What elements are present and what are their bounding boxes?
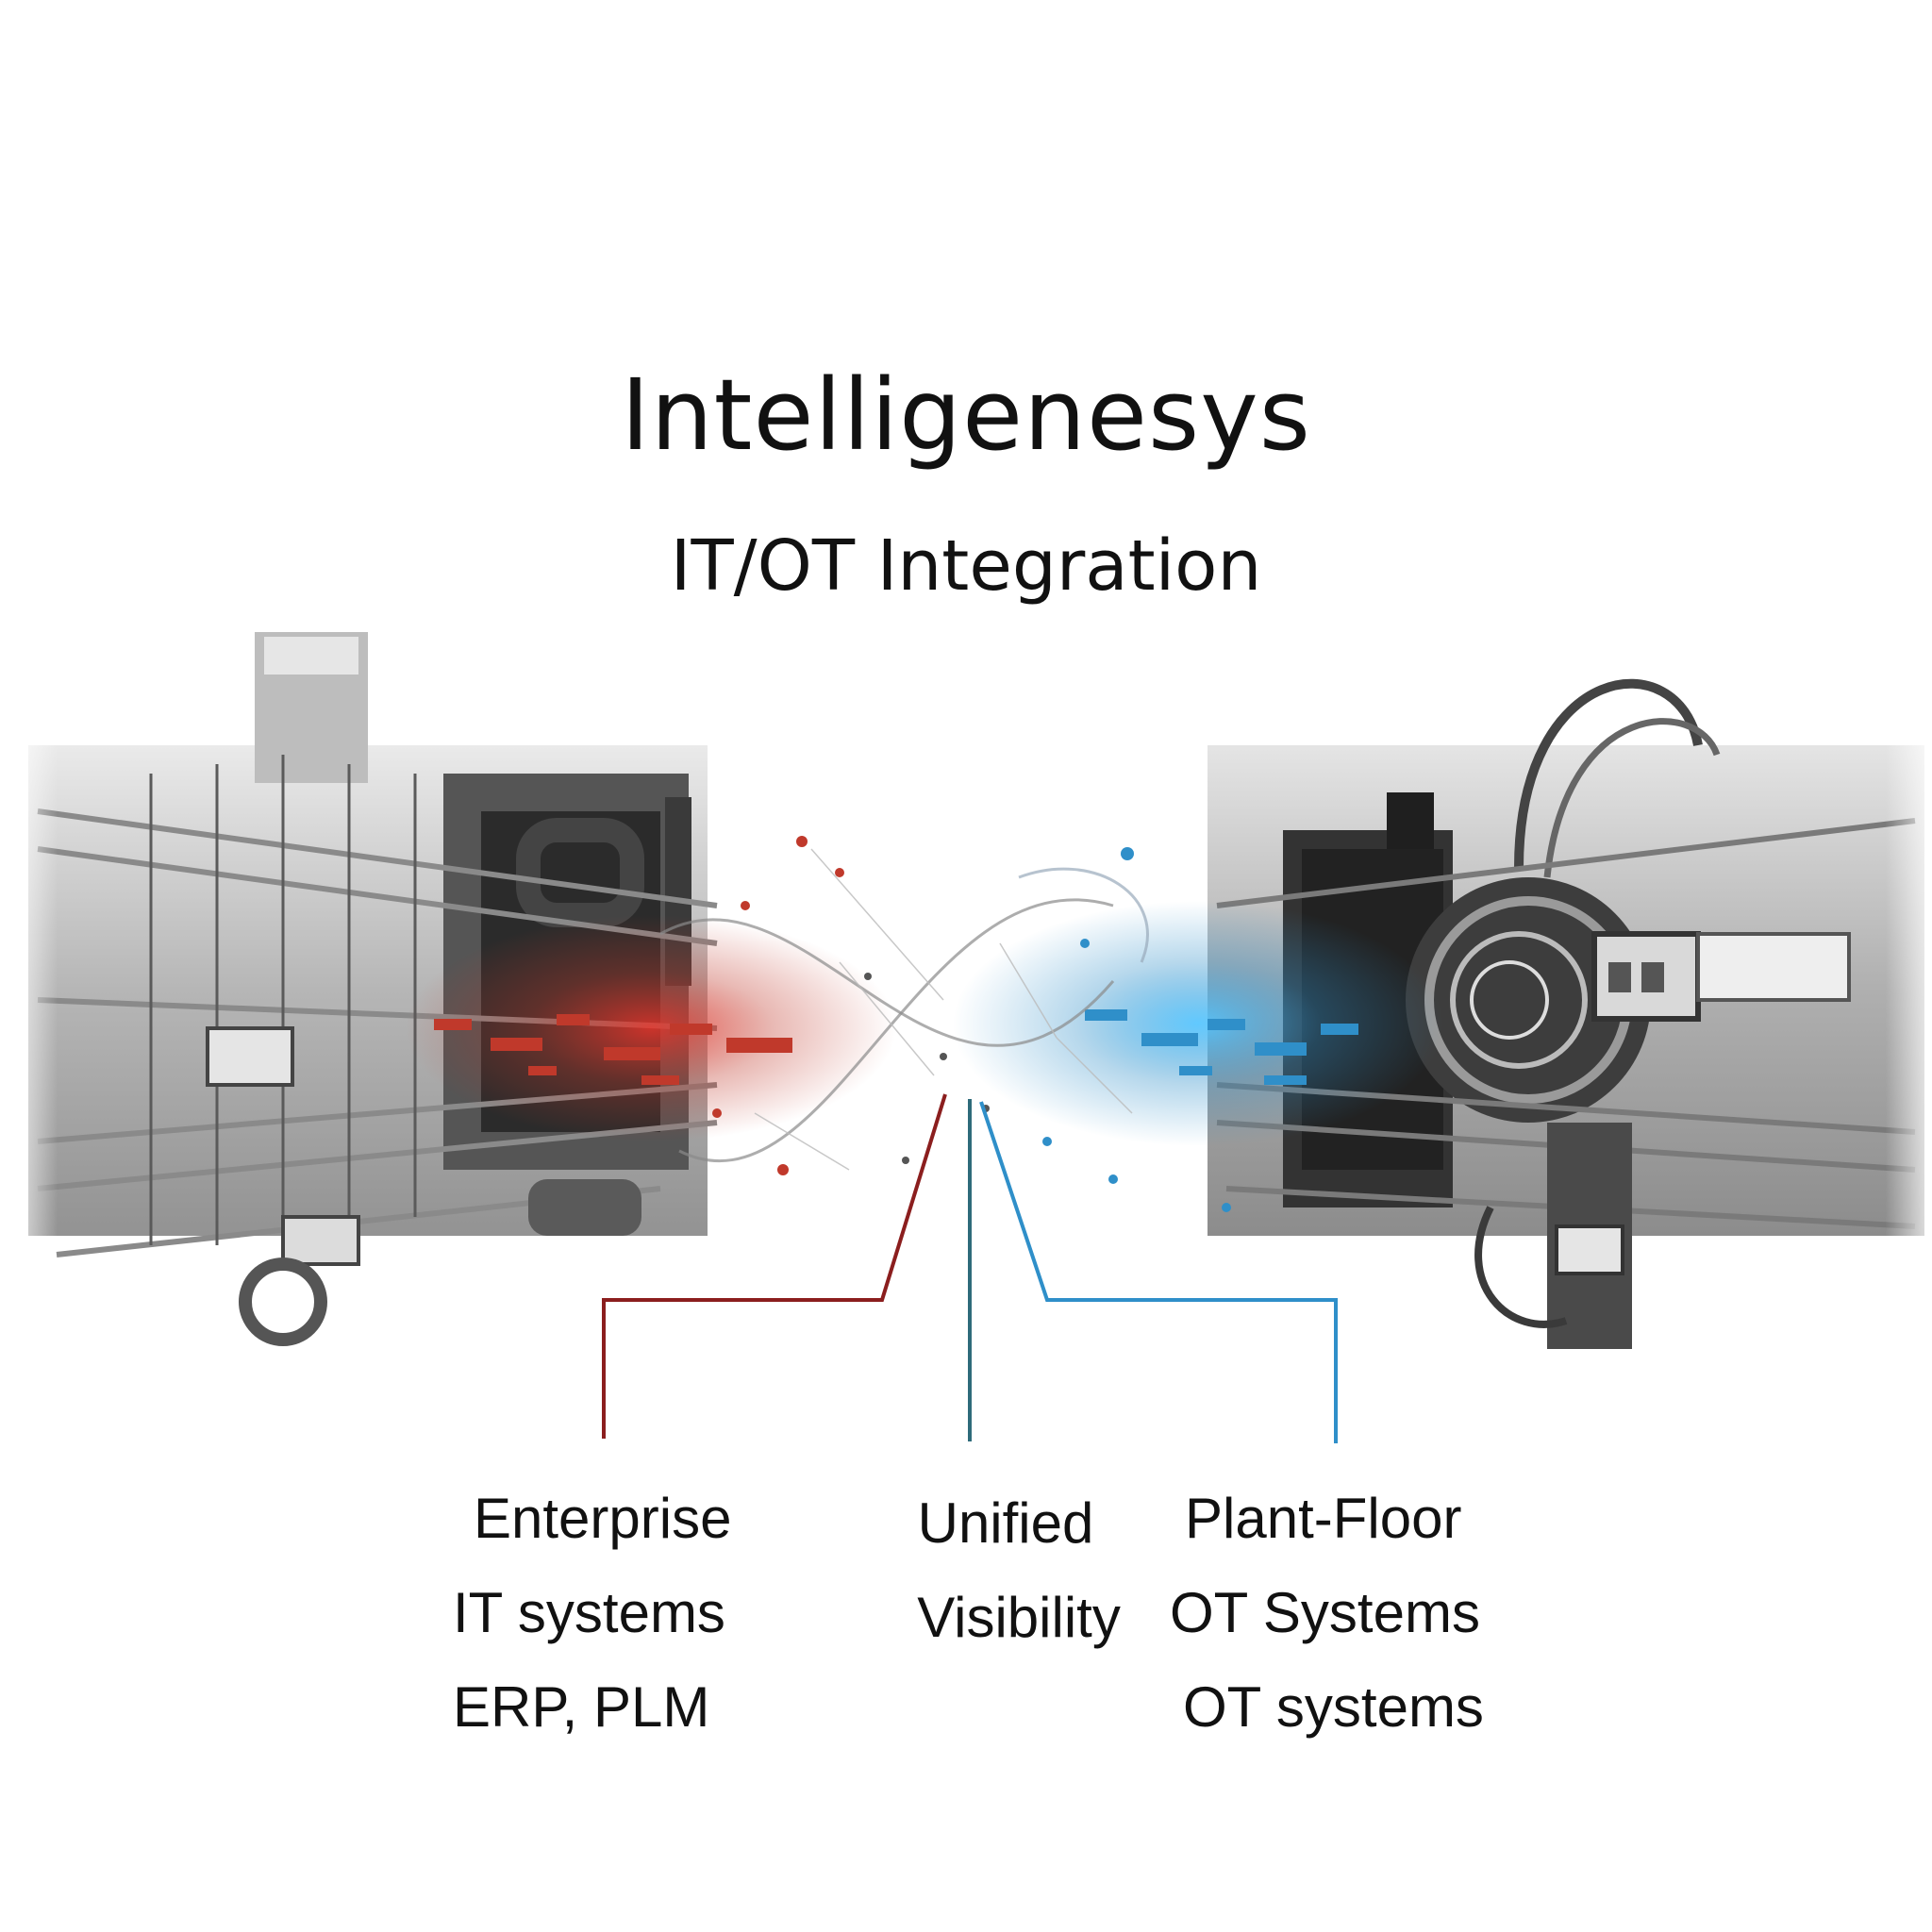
plant-floor-ot-line-3: OT systems bbox=[1183, 1675, 1484, 1739]
unified-visibility-line-2: Visibility bbox=[917, 1586, 1121, 1649]
enterprise-it-line-2: IT systems bbox=[453, 1581, 725, 1644]
enterprise-it-line-1: Enterprise bbox=[474, 1487, 732, 1550]
page-subtitle: IT/OT Integration bbox=[670, 525, 1262, 607]
unified-visibility-line-1: Unified bbox=[917, 1491, 1094, 1555]
unified-visibility-label: Unified Visibility bbox=[849, 1476, 1189, 1665]
page-title: Intelligenesys bbox=[621, 358, 1311, 473]
network-mesh-icon bbox=[406, 836, 1443, 1212]
plant-floor-ot-label: Plant-Floor OT Systems OT systems bbox=[1170, 1472, 1547, 1755]
connector-ot bbox=[979, 1101, 1338, 1443]
enterprise-it-line-3: ERP, PLM bbox=[453, 1675, 710, 1739]
plant-floor-ot-line-1: Plant-Floor bbox=[1185, 1487, 1462, 1550]
connector-it bbox=[602, 1093, 947, 1439]
enterprise-it-label: Enterprise IT systems ERP, PLM bbox=[453, 1472, 792, 1755]
industrial-machinery-ot-icon bbox=[1208, 678, 1932, 1377]
plant-floor-ot-line-2: OT Systems bbox=[1170, 1581, 1480, 1644]
